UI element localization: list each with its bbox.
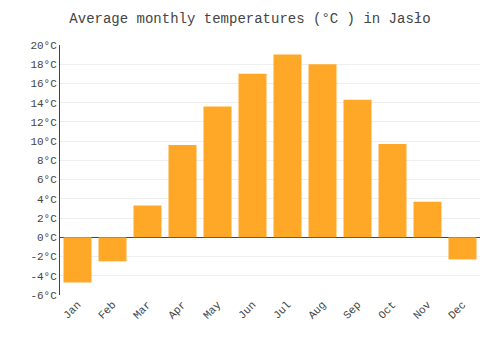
svg-text:-2°C: -2°C bbox=[30, 251, 57, 263]
svg-text:6°C: 6°C bbox=[37, 174, 57, 186]
svg-text:Oct: Oct bbox=[376, 299, 398, 321]
svg-text:Apr: Apr bbox=[166, 299, 188, 321]
svg-text:-6°C: -6°C bbox=[30, 290, 57, 302]
svg-text:10°C: 10°C bbox=[30, 136, 57, 148]
svg-text:16°C: 16°C bbox=[30, 78, 57, 90]
svg-text:0°C: 0°C bbox=[37, 232, 57, 244]
svg-text:Dec: Dec bbox=[446, 299, 468, 321]
svg-text:Average monthly temperatures (: Average monthly temperatures (°C ) in Ja… bbox=[69, 11, 430, 27]
svg-text:12°C: 12°C bbox=[30, 117, 57, 129]
svg-text:Nov: Nov bbox=[411, 299, 434, 322]
svg-text:Mar: Mar bbox=[131, 299, 153, 321]
svg-text:Feb: Feb bbox=[96, 299, 118, 321]
svg-text:-4°C: -4°C bbox=[30, 271, 57, 283]
svg-text:May: May bbox=[201, 299, 224, 322]
svg-text:2°C: 2°C bbox=[37, 213, 57, 225]
svg-text:18°C: 18°C bbox=[30, 59, 57, 71]
svg-text:4°C: 4°C bbox=[37, 194, 57, 206]
svg-text:Aug: Aug bbox=[306, 299, 328, 321]
svg-text:14°C: 14°C bbox=[30, 98, 57, 110]
svg-text:Sep: Sep bbox=[341, 299, 363, 321]
svg-text:8°C: 8°C bbox=[37, 155, 57, 167]
svg-text:Jan: Jan bbox=[61, 299, 83, 321]
svg-text:20°C: 20°C bbox=[30, 40, 57, 52]
svg-text:Jun: Jun bbox=[236, 299, 258, 321]
svg-text:Jul: Jul bbox=[271, 299, 293, 321]
